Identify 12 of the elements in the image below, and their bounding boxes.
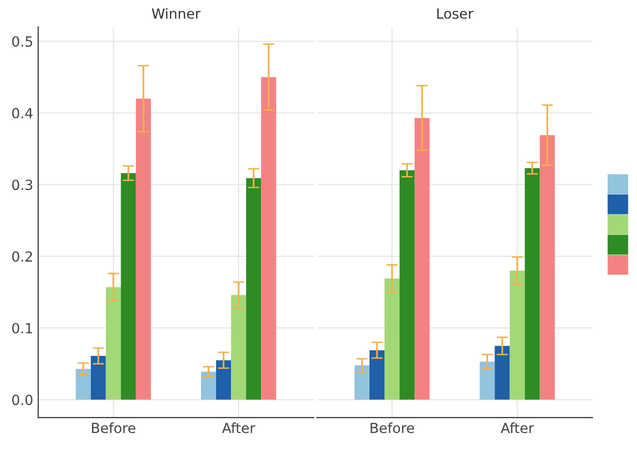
y-tick-label: 0.3: [12, 180, 32, 190]
y-tick-label: 0.1: [12, 322, 32, 334]
x-tick-label: After: [222, 422, 256, 434]
x-tick-label: Before: [92, 422, 136, 434]
chart-title: Loser: [437, 8, 474, 19]
y-tick-label: 0.4: [12, 108, 33, 118]
y-tick-label: 0.0: [12, 394, 32, 406]
y-tick-label: 0.5: [12, 36, 32, 47]
x-tick-label: After: [500, 422, 534, 434]
chart-title: Winner: [152, 8, 201, 19]
y-tick-label: 0.2: [12, 251, 32, 262]
x-tick-label: Before: [370, 422, 414, 434]
